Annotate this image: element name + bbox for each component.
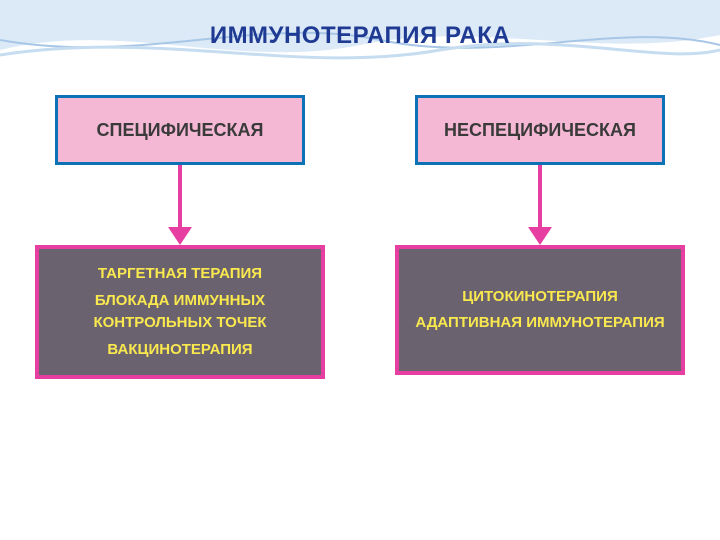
nonspecific-details-box: ЦИТОКИНОТЕРАПИЯ АДАПТИВНАЯ ИММУНОТЕРАПИЯ [395, 245, 685, 375]
detail-line: ЦИТОКИНОТЕРАПИЯ [462, 286, 617, 309]
left-column: СПЕЦИФИЧЕСКАЯ ТАРГЕТНАЯ ТЕРАПИЯ БЛОКАДА … [30, 95, 330, 379]
page-title: ИММУНОТЕРАПИЯ РАКА [0, 22, 720, 50]
specific-label: СПЕЦИФИЧЕСКАЯ [97, 120, 264, 141]
left-arrow [160, 165, 200, 245]
specific-details-box: ТАРГЕТНАЯ ТЕРАПИЯ БЛОКАДА ИММУННЫХ КОНТР… [35, 245, 325, 379]
specific-box: СПЕЦИФИЧЕСКАЯ [55, 95, 305, 165]
diagram-columns: СПЕЦИФИЧЕСКАЯ ТАРГЕТНАЯ ТЕРАПИЯ БЛОКАДА … [0, 95, 720, 379]
detail-line: БЛОКАДА ИММУННЫХ КОНТРОЛЬНЫХ ТОЧЕК [47, 290, 313, 335]
right-arrow [520, 165, 560, 245]
right-column: НЕСПЕЦИФИЧЕСКАЯ ЦИТОКИНОТЕРАПИЯ АДАПТИВН… [390, 95, 690, 379]
detail-line: ВАКЦИНОТЕРАПИЯ [107, 339, 252, 362]
detail-line: АДАПТИВНАЯ ИММУНОТЕРАПИЯ [415, 312, 664, 335]
nonspecific-label: НЕСПЕЦИФИЧЕСКАЯ [444, 120, 636, 141]
nonspecific-box: НЕСПЕЦИФИЧЕСКАЯ [415, 95, 665, 165]
detail-line: ТАРГЕТНАЯ ТЕРАПИЯ [98, 263, 262, 286]
